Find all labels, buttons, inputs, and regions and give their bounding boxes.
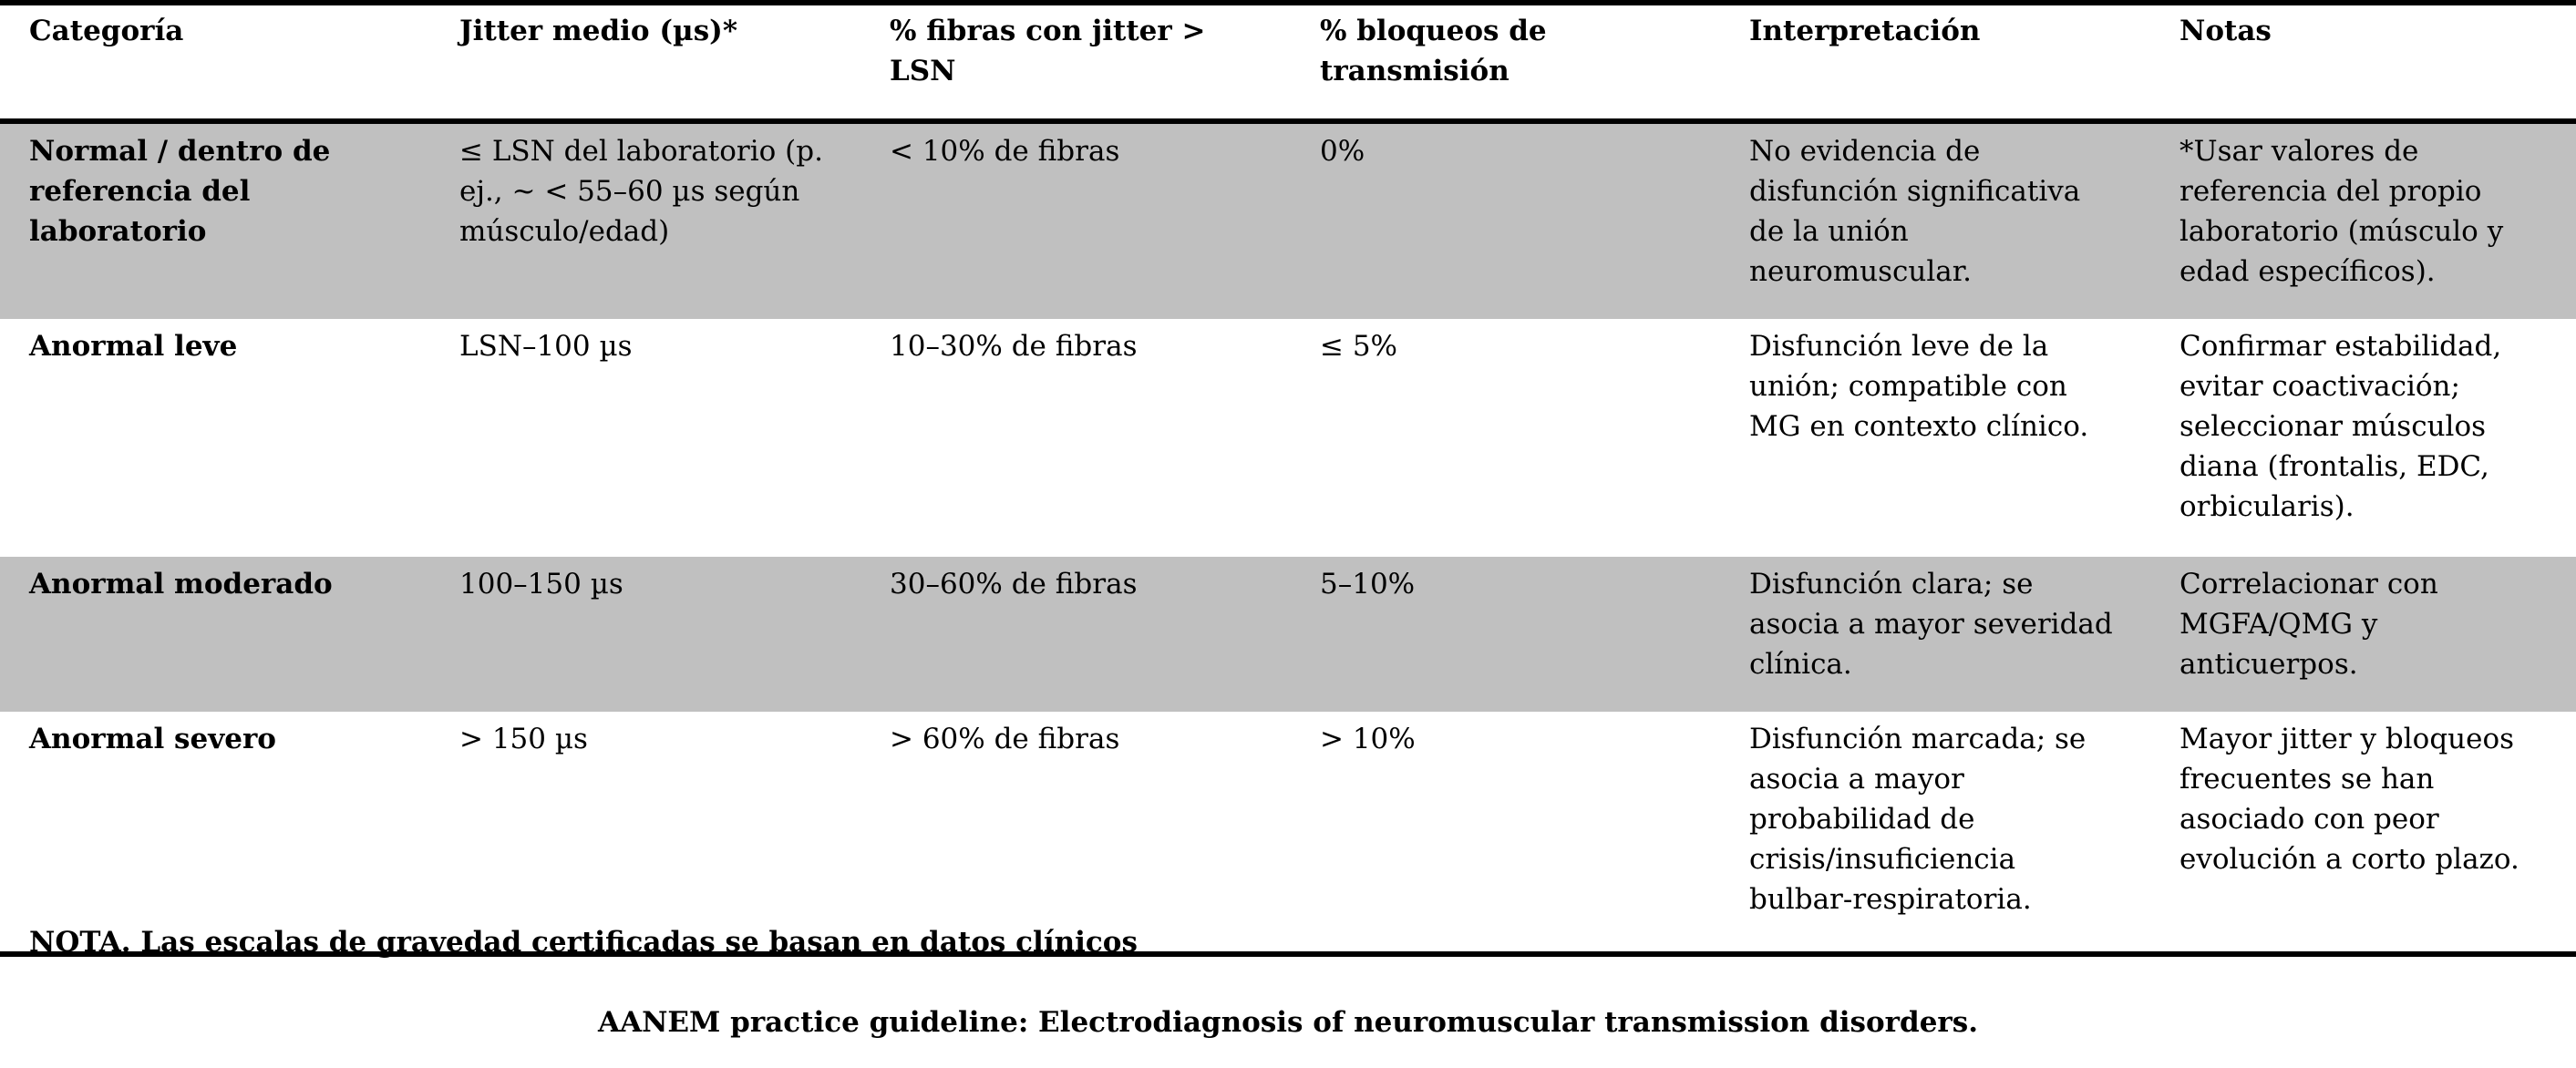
cell-bloqueos: 5–10%	[1320, 568, 1416, 601]
table-note: NOTA. Las escalas de gravedad certificad…	[29, 926, 1138, 959]
cell-fibras-jitter: 30–60% de fibras	[890, 568, 1138, 601]
cell-jitter-medio: LSN–100 µs	[459, 330, 633, 363]
header-bloqueos: % bloqueos de transmisión	[1320, 15, 1547, 87]
table-row: Anormal leve LSN–100 µs 10–30% de fibras…	[0, 319, 2576, 557]
table-body: Normal / dentro de referencia del labora…	[0, 121, 2576, 954]
header-jitter-medio: Jitter medio (µs)*	[459, 15, 738, 47]
cell-jitter-medio: > 150 µs	[459, 723, 588, 755]
jitter-severity-table: Categoría Jitter medio (µs)* % fibras co…	[0, 3, 2576, 954]
cell-notas: Correlacionar con MGFA/QMG y anticuerpos…	[2179, 568, 2438, 681]
cell-bloqueos: 0%	[1320, 135, 1365, 168]
table-row: Anormal severo > 150 µs > 60% de fibras …	[0, 712, 2576, 954]
cell-fibras-jitter: < 10% de fibras	[890, 135, 1120, 168]
header-notas: Notas	[2179, 15, 2272, 47]
header-categoria: Categoría	[29, 15, 184, 47]
cell-notas: *Usar valores de referencia del propio l…	[2179, 135, 2504, 288]
cell-bloqueos: > 10%	[1320, 723, 1416, 755]
cell-interpretacion: Disfunción leve de la unión; compatible …	[1749, 330, 2089, 443]
header-row: Categoría Jitter medio (µs)* % fibras co…	[0, 3, 2576, 121]
cell-categoria: Normal / dentro de referencia del labora…	[29, 135, 331, 248]
header-fibras-jitter: % fibras con jitter > LSN	[890, 15, 1206, 87]
table-row: Normal / dentro de referencia del labora…	[0, 121, 2576, 319]
source-citation: AANEM practice guideline: Electrodiagnos…	[597, 1006, 1978, 1039]
header-interpretacion: Interpretación	[1749, 15, 1981, 47]
table-header: Categoría Jitter medio (µs)* % fibras co…	[0, 3, 2576, 121]
cell-interpretacion: Disfunción clara; se asocia a mayor seve…	[1749, 568, 2113, 681]
cell-jitter-medio: 100–150 µs	[459, 568, 623, 601]
cell-notas: Mayor jitter y bloqueos frecuentes se ha…	[2179, 723, 2519, 876]
cell-jitter-medio: ≤ LSN del laboratorio (p. ej., ~ < 55–60…	[459, 135, 823, 248]
cell-bloqueos: ≤ 5%	[1320, 330, 1398, 363]
cell-fibras-jitter: > 60% de fibras	[890, 723, 1120, 755]
cell-categoria: Anormal moderado	[29, 568, 333, 601]
cell-notas: Confirmar estabilidad, evitar coactivaci…	[2179, 330, 2502, 523]
cell-interpretacion: No evidencia de disfunción significativa…	[1749, 135, 2081, 288]
cell-categoria: Anormal leve	[29, 330, 238, 363]
table-row: Anormal moderado 100–150 µs 30–60% de fi…	[0, 557, 2576, 712]
cell-categoria: Anormal severo	[29, 723, 276, 755]
cell-fibras-jitter: 10–30% de fibras	[890, 330, 1138, 363]
cell-interpretacion: Disfunción marcada; se asocia a mayor pr…	[1749, 723, 2087, 916]
